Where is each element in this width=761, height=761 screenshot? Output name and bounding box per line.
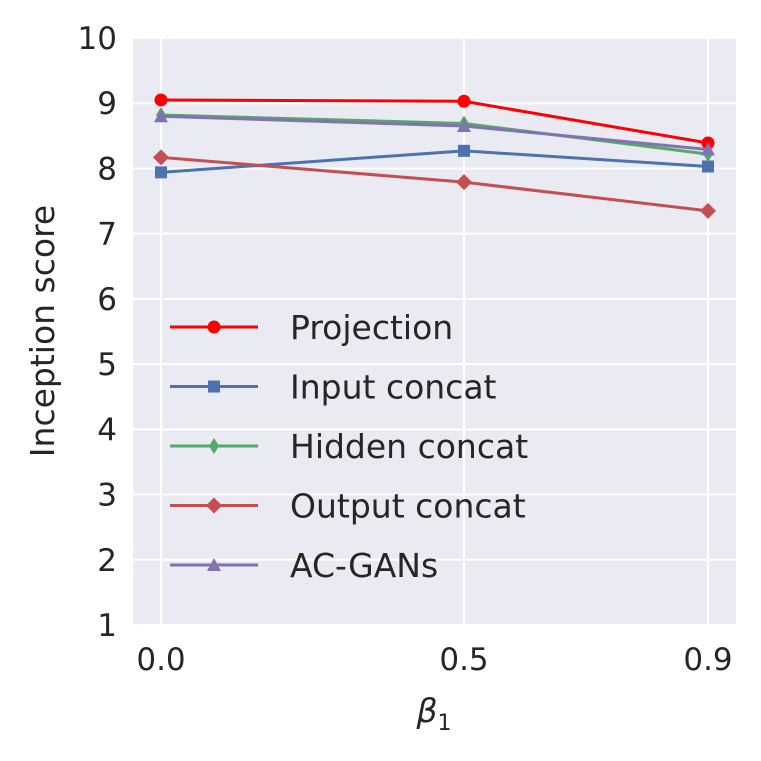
x-tick-label-0: 0.0 [136, 642, 185, 678]
y-tick-label-5: 6 [97, 282, 117, 318]
y-tick-label-2: 3 [97, 478, 117, 514]
legend-item-2: Hidden concat [170, 427, 528, 466]
y-tick-label-8: 9 [97, 86, 117, 122]
legend-item-1: Input concat [170, 368, 497, 407]
legend-marker-4 [207, 558, 221, 571]
legend-label-1: Input concat [290, 368, 497, 407]
data-point-4-1 [457, 119, 471, 133]
y-tick-label-7: 8 [97, 151, 117, 187]
series-group [153, 93, 716, 219]
x-tick-label-1: 0.5 [439, 642, 488, 678]
legend-label-2: Hidden concat [290, 427, 528, 466]
legend-marker-0 [207, 320, 221, 334]
y-tick-labels: 1 2 3 4 5 6 7 8 9 10 [78, 21, 117, 644]
legend-marker-1 [208, 380, 220, 393]
y-axis-label: Inception score [23, 205, 62, 457]
data-point-1-2 [702, 160, 714, 173]
data-point-0-0 [154, 93, 168, 107]
series-4 [154, 109, 715, 156]
x-axis-label-main: β [415, 691, 437, 730]
legend-marker-3 [206, 497, 222, 514]
legend-item-4: AC-GANs [170, 546, 438, 585]
legend: Projection Input concat Hidden concat Outpu… [170, 308, 528, 585]
y-tick-label-3: 4 [97, 412, 117, 448]
data-point-3-0 [153, 149, 169, 166]
legend-marker-2 [209, 438, 219, 454]
series-3 [153, 149, 716, 219]
legend-label-4: AC-GANs [290, 546, 438, 585]
legend-label-3: Output concat [290, 487, 526, 526]
data-point-1-0 [155, 166, 167, 179]
plot-background [133, 38, 736, 625]
y-tick-label-0: 1 [97, 608, 117, 644]
y-tick-label-6: 7 [97, 217, 117, 253]
y-tick-label-4: 5 [97, 347, 117, 383]
x-axis-label: β1 [415, 691, 451, 736]
x-tick-labels: 0.0 0.5 0.9 [136, 642, 732, 678]
data-point-4-2 [701, 142, 715, 156]
data-point-3-1 [456, 174, 472, 191]
data-point-1-1 [458, 144, 470, 157]
y-tick-label-9: 10 [78, 21, 117, 57]
y-tick-label-1: 2 [97, 543, 117, 579]
legend-label-0: Projection [290, 308, 453, 347]
data-point-3-2 [700, 202, 716, 219]
series-0 [154, 93, 715, 150]
legend-item-3: Output concat [170, 487, 526, 526]
legend-item-0: Projection [170, 308, 453, 347]
x-tick-label-2: 0.9 [683, 642, 732, 678]
data-point-4-0 [154, 109, 168, 123]
data-point-0-1 [457, 94, 471, 108]
x-axis-label-subscript: 1 [438, 711, 452, 736]
